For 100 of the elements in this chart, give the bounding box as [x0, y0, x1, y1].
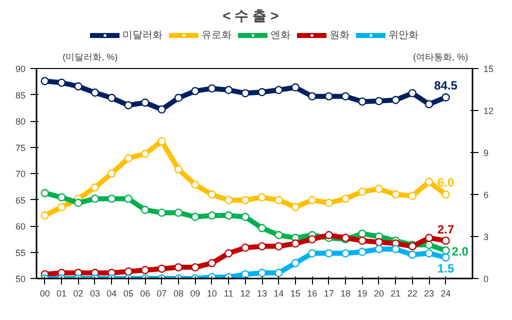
point — [442, 253, 450, 262]
point — [90, 194, 100, 203]
x-tick-label: 09 — [190, 288, 200, 298]
point — [442, 93, 450, 102]
point — [191, 180, 200, 189]
x-tick-label: 16 — [307, 288, 318, 298]
point — [408, 89, 416, 98]
point — [158, 137, 166, 146]
point — [224, 249, 233, 258]
point — [174, 208, 183, 217]
point — [241, 244, 250, 252]
point — [241, 196, 250, 204]
point — [442, 236, 450, 245]
point — [108, 94, 116, 102]
x-tick-label: 08 — [173, 288, 184, 298]
x-tick-label: 07 — [156, 288, 167, 298]
point — [341, 194, 350, 203]
point — [241, 270, 250, 278]
x-tick-label: 21 — [390, 288, 401, 298]
point — [291, 83, 300, 92]
point — [174, 165, 183, 174]
x-tick-label: 19 — [357, 288, 368, 298]
point — [158, 264, 166, 273]
y2-tick-label: 6 — [484, 190, 489, 200]
x-tick-label: 18 — [340, 288, 351, 298]
x-tick-label: 13 — [257, 288, 268, 298]
x-tick-label: 05 — [123, 288, 134, 298]
x-tick-label: 20 — [374, 288, 384, 298]
point — [191, 263, 200, 272]
point — [408, 250, 416, 259]
point — [258, 193, 266, 202]
point — [358, 97, 366, 106]
point — [341, 92, 350, 100]
point — [308, 92, 316, 100]
point — [374, 245, 384, 254]
point — [124, 154, 132, 162]
point — [408, 192, 416, 200]
point — [90, 88, 100, 97]
y-axis-title: (미달러화, %) — [62, 52, 118, 62]
point — [57, 78, 66, 87]
point — [374, 184, 384, 193]
x-tick-label: 00 — [40, 288, 50, 298]
y2-tick-label: 12 — [484, 106, 494, 116]
point — [358, 188, 366, 196]
point — [358, 248, 366, 256]
point — [374, 96, 384, 106]
point — [124, 267, 132, 276]
point — [57, 193, 66, 202]
legend-label: 엔화 — [270, 29, 290, 42]
point — [174, 94, 183, 102]
point — [424, 249, 434, 258]
point — [208, 259, 216, 268]
point — [424, 234, 434, 242]
point — [208, 211, 216, 220]
x-tick-label: 22 — [407, 288, 418, 298]
y-tick-label: 60 — [15, 222, 26, 232]
y-tick-label: 50 — [15, 274, 26, 284]
point — [108, 169, 116, 178]
data-label: 2.0 — [452, 244, 469, 258]
point — [324, 249, 333, 258]
point — [174, 263, 183, 272]
point — [424, 178, 434, 186]
point — [442, 246, 450, 255]
y-tick-label: 80 — [15, 116, 26, 126]
point — [358, 236, 366, 245]
point — [241, 89, 250, 98]
x-tick-label: 10 — [206, 288, 217, 298]
point — [274, 86, 283, 94]
point — [341, 249, 350, 258]
point — [208, 190, 216, 199]
point — [374, 238, 384, 246]
y-tick-label: 85 — [15, 90, 26, 100]
data-label: 84.5 — [434, 78, 458, 92]
data-label: 1.5 — [437, 262, 454, 276]
point — [392, 96, 400, 104]
point — [140, 206, 150, 214]
data-label: 6.0 — [437, 176, 454, 190]
point — [40, 211, 49, 220]
legend-label: 유로화 — [202, 29, 232, 42]
x-tick-label: 02 — [73, 288, 84, 298]
y2-tick-label: 3 — [484, 232, 489, 242]
legend-label: 원화 — [330, 29, 350, 42]
y2-tick-label: 15 — [484, 64, 494, 74]
x-tick-label: 04 — [106, 288, 117, 298]
y-tick-label: 65 — [15, 195, 26, 206]
x-tick-label: 17 — [324, 288, 334, 298]
point — [258, 268, 266, 277]
point — [191, 86, 200, 96]
point — [124, 194, 132, 203]
point — [274, 231, 283, 240]
legend-label: 위안화 — [388, 29, 418, 42]
point — [324, 198, 333, 207]
point — [324, 231, 333, 240]
point — [392, 190, 400, 199]
point — [424, 240, 434, 249]
point — [308, 249, 316, 258]
point — [358, 230, 366, 238]
point — [291, 259, 300, 268]
point — [140, 150, 150, 158]
point — [140, 98, 150, 107]
